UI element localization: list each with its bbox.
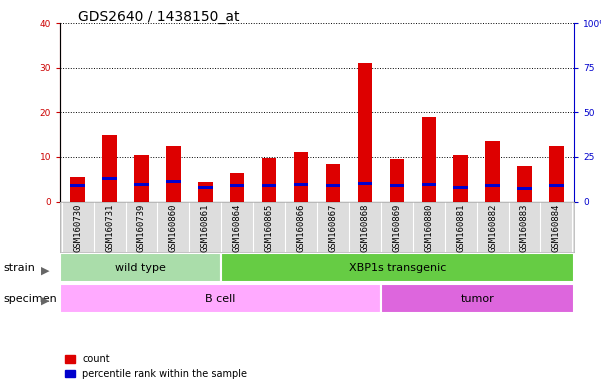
Bar (389, 159, 404, 202)
Bar (198, 182, 213, 202)
Text: GSM160880: GSM160880 (424, 204, 433, 252)
Bar (230, 184, 245, 187)
Bar (517, 187, 532, 190)
Text: GSM160881: GSM160881 (456, 204, 465, 252)
Text: strain: strain (3, 263, 35, 273)
Bar (198, 186, 213, 189)
Bar (102, 135, 117, 202)
Bar (102, 177, 117, 180)
Bar (326, 184, 340, 187)
Bar (166, 180, 180, 183)
Bar (358, 63, 372, 202)
Text: GSM160865: GSM160865 (264, 204, 273, 252)
Bar (70, 184, 85, 187)
Text: specimen: specimen (3, 294, 56, 304)
Text: XBP1s transgenic: XBP1s transgenic (349, 263, 446, 273)
Bar (60, 253, 221, 282)
Bar (486, 184, 500, 187)
Text: GSM160864: GSM160864 (233, 204, 242, 252)
Text: GSM160739: GSM160739 (137, 204, 146, 252)
Text: tumor: tumor (461, 293, 495, 304)
Text: ▶: ▶ (41, 296, 49, 306)
Text: wild type: wild type (115, 263, 166, 273)
Bar (389, 184, 404, 187)
Text: GSM160869: GSM160869 (392, 204, 401, 252)
Bar (70, 177, 85, 202)
Text: ▶: ▶ (41, 265, 49, 275)
Bar (230, 172, 245, 202)
Bar (517, 166, 532, 202)
Bar (294, 152, 308, 202)
Text: GDS2640 / 1438150_at: GDS2640 / 1438150_at (78, 10, 240, 23)
Text: GSM160882: GSM160882 (488, 204, 497, 252)
Bar (294, 183, 308, 186)
Text: GSM160883: GSM160883 (520, 204, 529, 252)
Bar (358, 182, 372, 185)
Text: GSM160868: GSM160868 (361, 204, 370, 252)
Bar (326, 164, 340, 202)
Text: GSM160861: GSM160861 (201, 204, 210, 252)
Text: GSM160884: GSM160884 (552, 204, 561, 252)
Bar (486, 141, 500, 202)
Bar (262, 184, 276, 187)
Bar (549, 146, 564, 202)
Text: GSM160731: GSM160731 (105, 204, 114, 252)
Text: GSM160860: GSM160860 (169, 204, 178, 252)
Text: B cell: B cell (206, 293, 236, 304)
Bar (421, 183, 436, 186)
Bar (134, 155, 148, 202)
Bar (454, 185, 468, 189)
Bar (221, 253, 574, 282)
Text: GSM160867: GSM160867 (329, 204, 338, 252)
Bar (381, 284, 574, 313)
Text: GSM160866: GSM160866 (296, 204, 305, 252)
Text: GSM160730: GSM160730 (73, 204, 82, 252)
Legend: count, percentile rank within the sample: count, percentile rank within the sample (65, 354, 248, 379)
Bar (60, 284, 381, 313)
Bar (166, 146, 180, 202)
Bar (421, 117, 436, 202)
Bar (454, 155, 468, 202)
Bar (262, 158, 276, 202)
Bar (134, 183, 148, 186)
Bar (549, 184, 564, 187)
